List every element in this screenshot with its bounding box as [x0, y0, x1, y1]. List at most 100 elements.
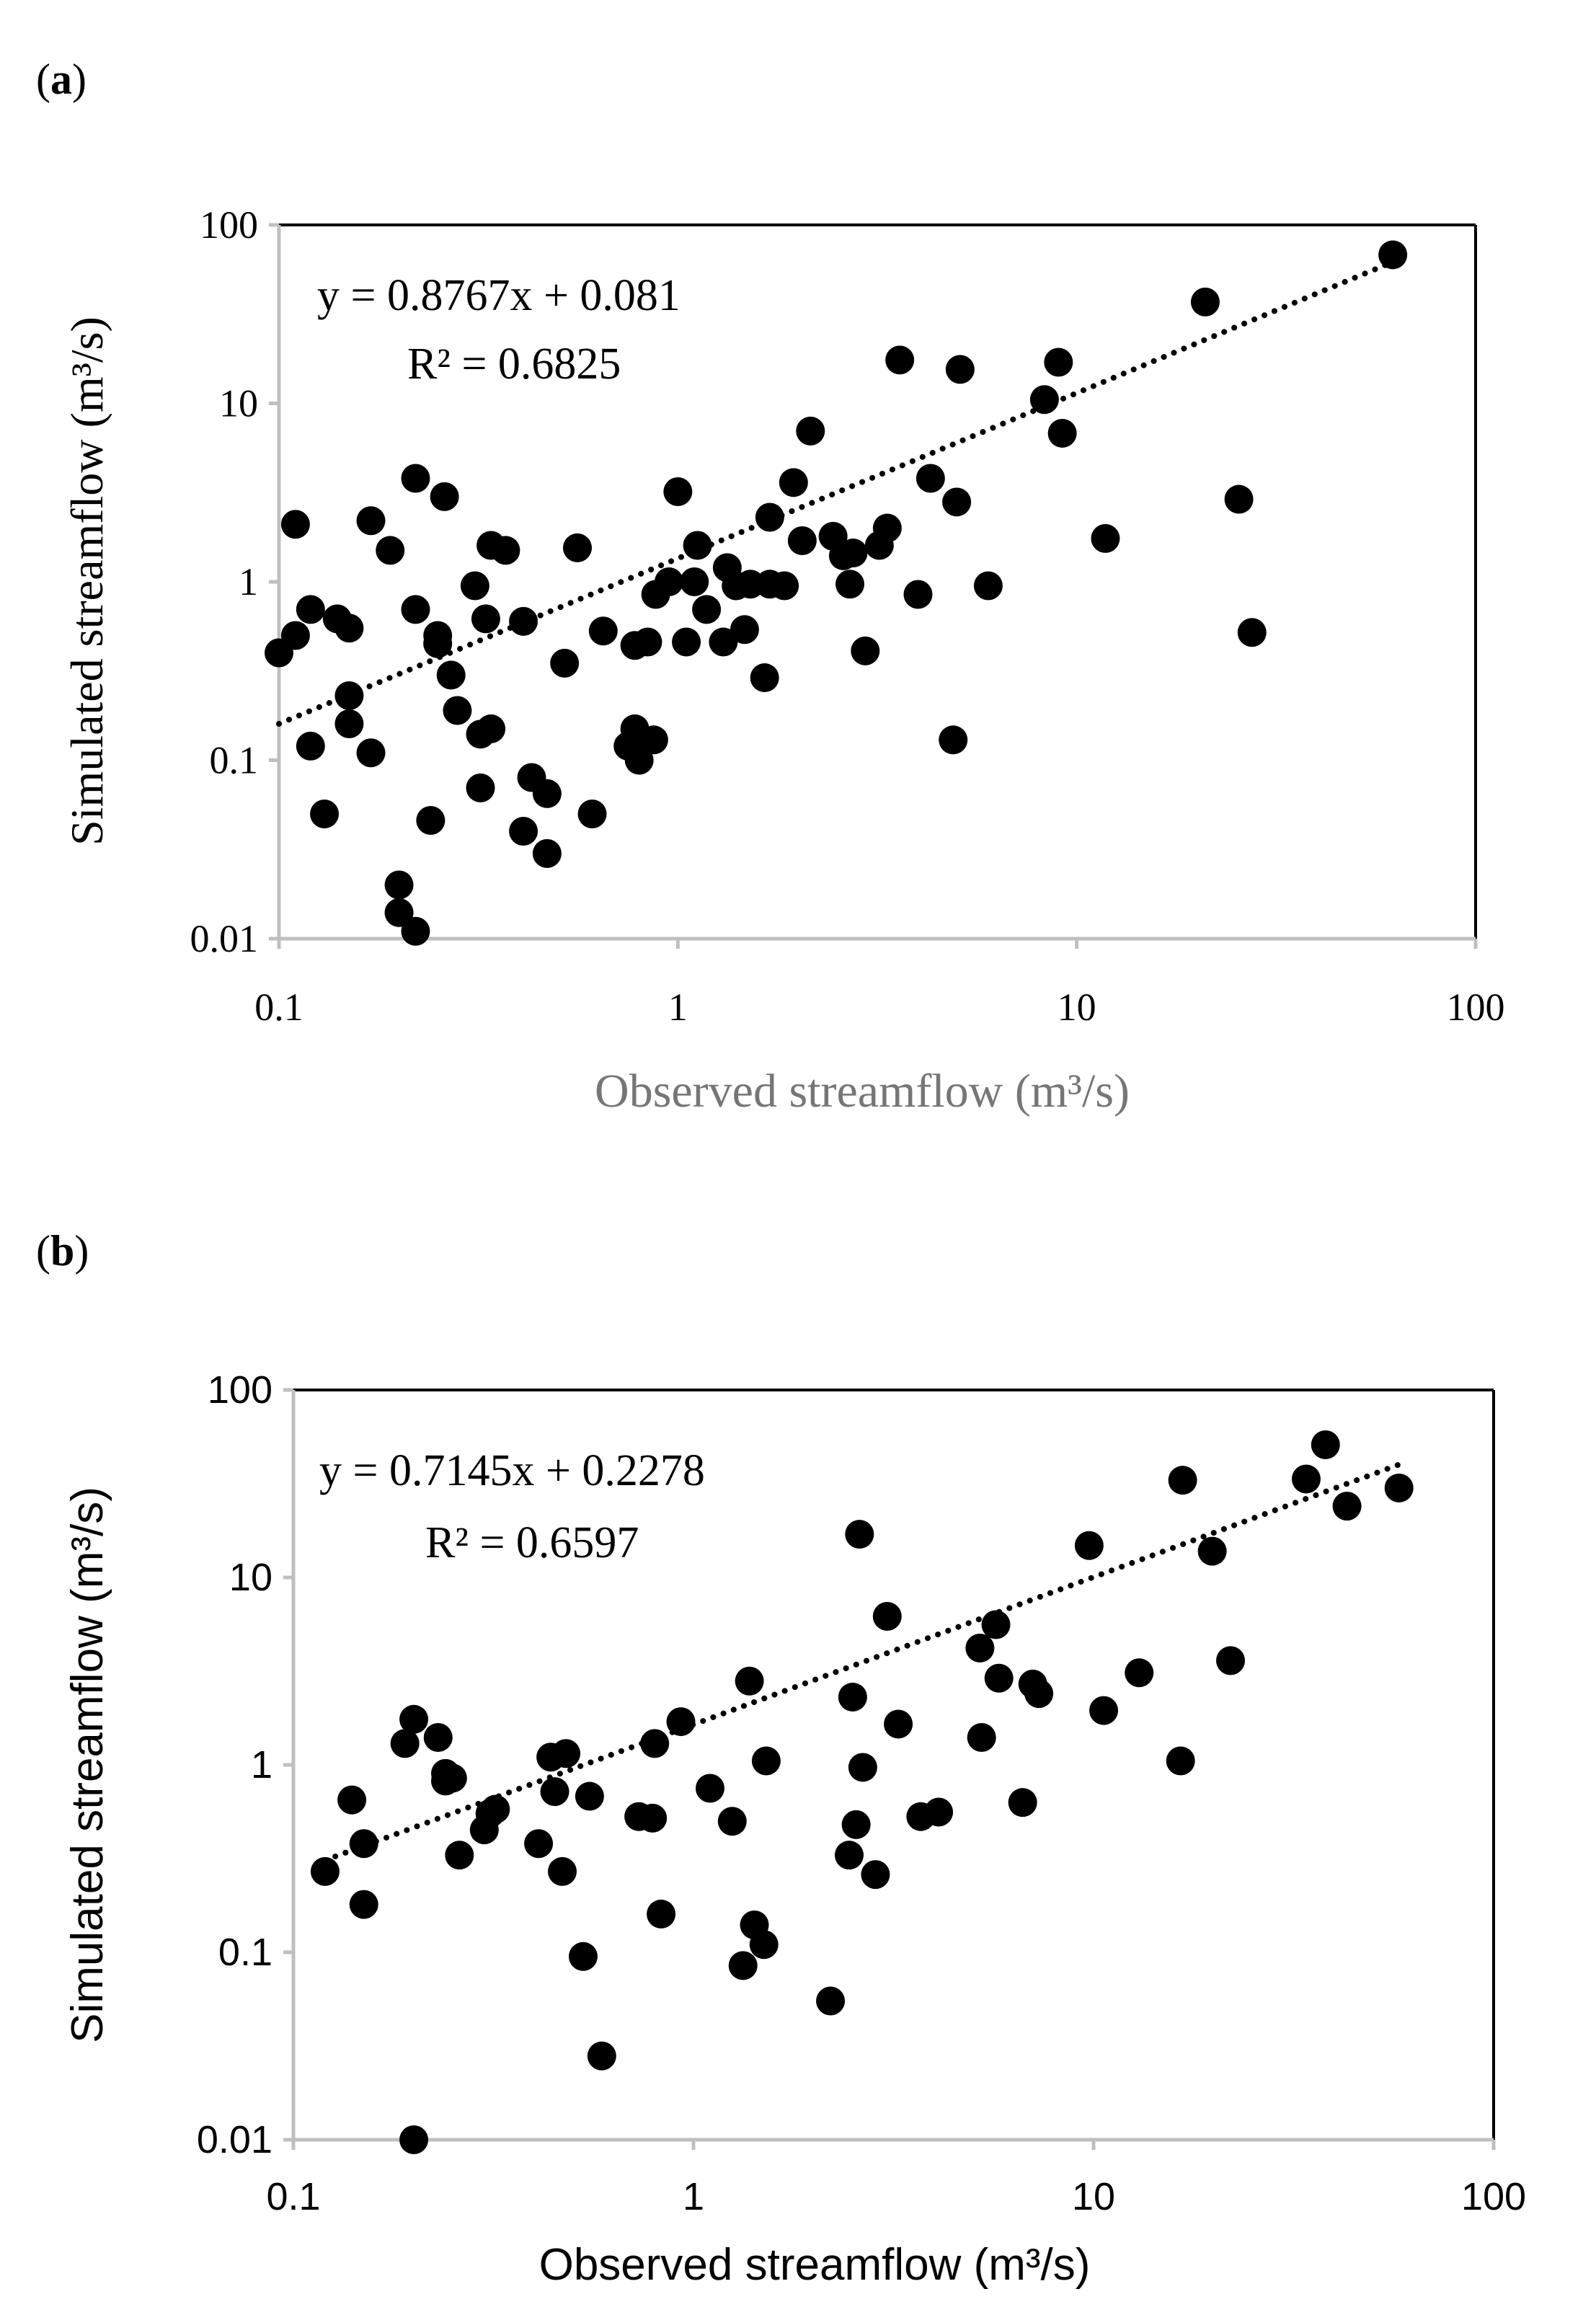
plot-b-data-point: [967, 1723, 996, 1752]
plot-b-data-point: [1089, 1696, 1118, 1725]
plot-a-x-tick-label: 10: [1058, 986, 1096, 1029]
plot-a-data-point: [1191, 288, 1220, 316]
plot-b-data-point: [640, 1729, 669, 1758]
plot-b-data-point: [1292, 1464, 1321, 1493]
plot-a-data-point: [885, 345, 914, 374]
plot-b-data-point: [816, 1987, 845, 2016]
plot-b-x-tick-label: 1: [683, 2175, 704, 2218]
plot-b-x-axis-label: Observed streamflow (m³/s): [539, 2240, 1091, 2290]
plot-b-data-point: [1311, 1430, 1340, 1459]
plot-b-data-point: [1333, 1492, 1362, 1520]
plot-b-y-axis-label: Simulated streamflow (m³/s): [63, 1487, 112, 2043]
plot-a-data-point: [471, 604, 500, 633]
plot-a-data-point: [788, 526, 817, 555]
plot-a-data-point: [533, 779, 562, 808]
plot-a-data-point: [633, 627, 662, 656]
plot-b-data-point: [1008, 1788, 1037, 1817]
plot-a-data-point: [779, 468, 808, 497]
plot-a-data-point: [1048, 419, 1077, 448]
plot-b-data-point: [965, 1634, 994, 1662]
plot-a-data-point: [281, 510, 310, 539]
plot-b-data-point: [399, 1705, 428, 1734]
plot-a-data-point: [796, 417, 825, 446]
plot-a-data-point: [1378, 240, 1407, 269]
plot-a-y-tick-label: 0.01: [190, 917, 259, 960]
plot-b-data-point: [667, 1707, 696, 1736]
plot-a-data-point: [281, 621, 310, 650]
plot-a-data-point: [974, 572, 1003, 601]
plot-b-data-point: [1169, 1466, 1197, 1495]
plot-b-data-point: [1216, 1646, 1245, 1675]
plot-b-data-point: [1125, 1658, 1153, 1687]
plot-a-data-point: [916, 464, 945, 493]
plot-a-data-point: [683, 531, 712, 559]
plot-b-data-point: [835, 1841, 864, 1869]
plot-b-data-point: [399, 2125, 428, 2154]
plot-b-data-point: [350, 1829, 378, 1858]
plot-b-data-point: [588, 2042, 616, 2071]
plot-b-data-point: [575, 1782, 604, 1811]
panel-a: (a) 0.01 0.1 1 10 100 0.1 1 10 100 y = 0.8767x +…: [36, 56, 1505, 1117]
plot-a-y-tick-label: 1: [239, 560, 258, 603]
plot-b-data-point: [1024, 1679, 1053, 1708]
plot-b-data-point: [337, 1786, 366, 1815]
plot-a-data-point: [401, 464, 430, 493]
plot-a-data-point: [730, 615, 759, 644]
plot-b-y-tick-label: 0.1: [218, 1931, 272, 1974]
plot-b-data-point: [445, 1841, 474, 1869]
plot-b-data-point: [1075, 1531, 1104, 1560]
plot-b-y-tick-label: 100: [208, 1368, 272, 1412]
plot-a-data-point: [334, 681, 363, 710]
plot-a-data-point: [639, 725, 668, 754]
plot-a-data-point: [851, 637, 879, 665]
plot-b-data-point: [1166, 1746, 1195, 1775]
plot-b-data-point: [696, 1774, 724, 1802]
plot-a-data-point: [376, 536, 404, 564]
plot-a-data-point: [835, 570, 864, 598]
plot-b-ticks: 0.010.11101000.1 1 10 100: [197, 1368, 1526, 2218]
plot-a-data-point: [533, 839, 562, 868]
plot-b-y-tick-label: 0.01: [197, 2118, 272, 2161]
plot-b-data-point: [481, 1795, 510, 1824]
plot-a-data-point: [334, 614, 363, 642]
panel-a-label: (a): [36, 56, 87, 103]
plot-a-x-tick-label: 1: [668, 986, 688, 1029]
plot-a-x-tick-label: 100: [1447, 986, 1505, 1029]
plot-a-y-tick-label: 10: [219, 382, 258, 425]
plot-b-data-point: [524, 1829, 553, 1858]
plot-b-data-point: [861, 1860, 890, 1889]
plot-b-data-point: [551, 1739, 580, 1768]
plot-a-y-tick-label: 100: [200, 203, 258, 247]
plot-a-data-point: [1091, 524, 1120, 553]
plot-a-data-point: [416, 806, 445, 835]
plot-a-data-point: [873, 513, 902, 542]
figure: (a) 0.010.11101000.1 1 10 100 y = 0.8767x +…: [0, 0, 1596, 2320]
plot-b-data-point: [541, 1777, 569, 1806]
plot-b-data-point: [1385, 1474, 1414, 1502]
plot-b-data-point: [735, 1667, 764, 1696]
plot-a-data-point: [1225, 485, 1254, 514]
plot-a-data-point: [430, 482, 459, 511]
plot-b-data-point: [647, 1900, 675, 1929]
panel-b-label: (b): [36, 1227, 89, 1275]
plot-a-data-point: [509, 817, 538, 846]
plot-a-data-point: [663, 477, 692, 506]
plot-a-data-point: [437, 660, 466, 689]
plot-a-data-point: [589, 616, 618, 645]
plot-a-data-point: [401, 595, 430, 624]
plot-b-x-tick-label: 0.1: [266, 2175, 320, 2218]
plot-a-data-point: [672, 627, 701, 656]
plot-a-x-tick-label: 0.1: [254, 986, 303, 1029]
plot-b-data-point: [569, 1942, 598, 1971]
plot-a-data-point: [443, 696, 471, 725]
plot-b-data-point: [842, 1810, 871, 1839]
plot-b-y-tick-label: 1: [251, 1743, 272, 1787]
plot-b-data-point: [718, 1807, 747, 1836]
plot-a-data-point: [946, 355, 975, 384]
plot-a-data-point: [296, 595, 325, 624]
plot-a-y-axis-label: Simulated streamflow (m³/s): [61, 316, 112, 846]
plot-a-data-point: [770, 572, 799, 601]
plot-a-data-point: [750, 663, 779, 692]
plot-a-data-point: [423, 629, 452, 658]
plot-a-data-point: [401, 917, 430, 946]
